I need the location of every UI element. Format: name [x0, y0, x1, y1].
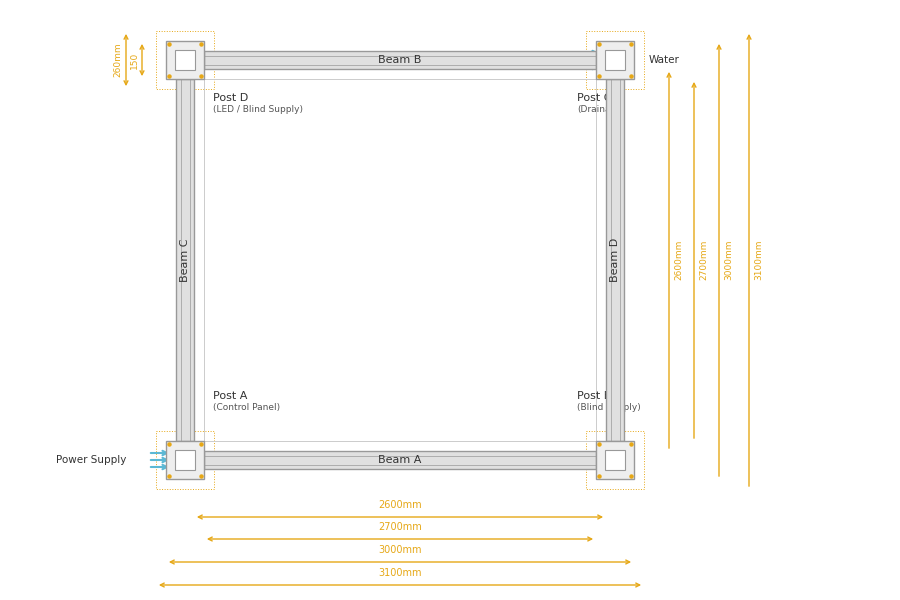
Bar	[156, 431, 214, 489]
Bar	[605, 449, 626, 470]
Text: 150: 150	[130, 52, 139, 68]
Bar	[156, 31, 214, 89]
Text: 2700mm: 2700mm	[699, 240, 708, 280]
Bar	[596, 41, 634, 79]
Bar	[176, 79, 194, 441]
Bar	[204, 451, 596, 469]
Text: 3000mm: 3000mm	[724, 240, 733, 280]
Text: Beam D: Beam D	[610, 238, 620, 282]
Text: Power Supply: Power Supply	[56, 455, 126, 465]
Text: 3000mm: 3000mm	[378, 545, 422, 555]
Bar	[204, 79, 596, 441]
Text: (Drainage): (Drainage)	[577, 105, 625, 114]
Bar	[204, 51, 596, 69]
Text: (LED / Blind Supply): (LED / Blind Supply)	[213, 105, 303, 114]
Text: Water: Water	[649, 55, 680, 65]
Text: 3100mm: 3100mm	[378, 568, 422, 578]
Text: Beam A: Beam A	[378, 455, 422, 465]
Text: Post B: Post B	[577, 391, 611, 401]
Bar	[586, 31, 644, 89]
Text: 2700mm: 2700mm	[378, 522, 422, 532]
Text: Post A: Post A	[213, 391, 248, 401]
Text: Beam C: Beam C	[180, 238, 190, 282]
Text: (Blind Supply): (Blind Supply)	[577, 403, 641, 412]
Bar	[606, 79, 624, 441]
Text: (Control Panel): (Control Panel)	[213, 403, 280, 412]
Text: 2600mm: 2600mm	[378, 500, 422, 510]
Bar	[605, 50, 626, 70]
Bar	[175, 449, 195, 470]
Text: 3100mm: 3100mm	[754, 240, 763, 280]
Bar	[596, 441, 634, 479]
Text: Beam B: Beam B	[378, 55, 422, 65]
Text: 2600mm: 2600mm	[674, 240, 683, 280]
Text: 260mm: 260mm	[113, 43, 122, 77]
Bar	[586, 431, 644, 489]
Text: Post C: Post C	[577, 93, 611, 103]
Bar	[175, 50, 195, 70]
Bar	[166, 441, 204, 479]
Bar	[166, 41, 204, 79]
Text: Post D: Post D	[213, 93, 248, 103]
